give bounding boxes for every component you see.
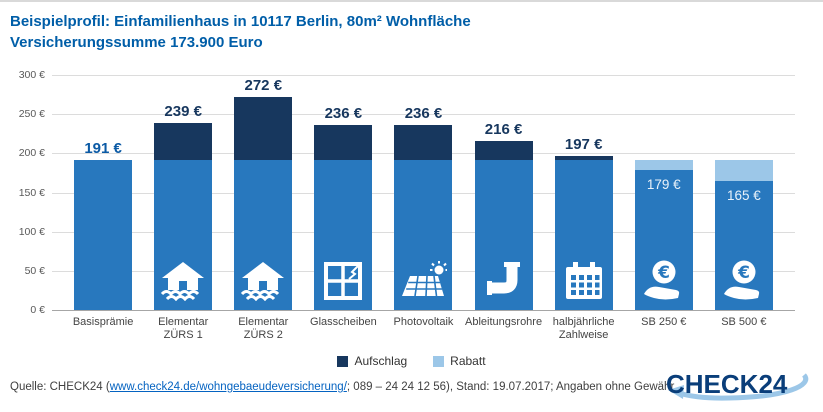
bar-column: 165 € € SB 500 € <box>714 75 773 328</box>
logo-text: CHECK24 <box>666 369 788 399</box>
bar-column: 272 € Elementar ZÜRS 2 <box>234 75 293 341</box>
bar-value-label: 236 € <box>324 105 363 123</box>
y-axis-tick-label: 100 € <box>18 225 45 238</box>
y-axis-tick-label: 200 € <box>18 147 45 160</box>
bar-value-label: 236 € <box>404 105 443 123</box>
surcharge-segment <box>394 125 453 161</box>
bar <box>74 160 133 310</box>
bar <box>314 125 373 310</box>
bar-value-label: 272 € <box>244 76 283 94</box>
gridline <box>52 75 795 76</box>
category-label: Elementar ZÜRS 1 <box>158 316 209 341</box>
bar <box>394 125 453 310</box>
y-axis-tick-label: 250 € <box>18 108 45 121</box>
flood-house-icon <box>240 261 286 302</box>
base-segment <box>634 169 693 310</box>
category-label: Ableitungsrohre <box>465 316 543 328</box>
bar-column: 236 € Photovoltaik <box>394 75 454 328</box>
bar-value-label: 165 € <box>726 187 761 203</box>
y-axis-tick-label: 300 € <box>18 69 45 81</box>
surcharge-segment <box>554 155 613 161</box>
window-crack-icon <box>323 261 363 301</box>
svg-text:€: € <box>737 263 750 283</box>
logo-swoosh-arc <box>678 373 809 401</box>
legend-label: Aufschlag <box>354 354 408 368</box>
euro-hand-icon: € <box>721 259 767 301</box>
logo-swoosh-arrowhead <box>668 385 684 399</box>
y-axis-tick-label: 50 € <box>24 264 45 277</box>
check24-logo-graphic: CHECK24 <box>666 369 809 401</box>
solar-panel-icon <box>399 261 448 301</box>
flood-house-icon <box>160 261 206 302</box>
check24-logo: CHECK24 <box>663 368 813 406</box>
bar <box>154 122 213 310</box>
bar-value-label: 239 € <box>164 102 202 120</box>
bar-column: 216 € Ableitungsrohre <box>465 75 542 328</box>
legend: Aufschlag Rabatt <box>0 354 823 368</box>
bar-chart: 300 € 250 € 200 € 150 € 100 € 50 € 0 € 191 € Ba… <box>19 69 795 341</box>
bar-value-label: 191 € <box>84 140 122 158</box>
chart-title-line1: Beispielprofil: Einfamilienhaus in 10117… <box>10 13 471 30</box>
pipe-icon <box>484 261 524 301</box>
surcharge-segment <box>474 140 533 161</box>
legend-swatch <box>433 355 445 367</box>
calendar-icon <box>564 261 604 301</box>
bar: 179 € € <box>634 160 693 310</box>
source-suffix: ; 089 – 24 24 12 56), Stand: 19.07.2017;… <box>346 381 675 393</box>
category-label: Elementar ZÜRS 2 <box>238 316 289 341</box>
source-prefix: Quelle: CHECK24 ( <box>10 381 110 393</box>
y-axis-tick-label: 150 € <box>18 186 45 199</box>
bar-value-label: 216 € <box>484 120 523 138</box>
chart-title-line2: Versicherungssumme 173.900 Euro <box>10 34 263 51</box>
legend-swatch <box>337 355 349 367</box>
bar <box>554 155 613 310</box>
legend-label: Rabatt <box>450 354 486 368</box>
bar-column: 191 € Basisprämie <box>73 75 134 328</box>
bar-column: 179 € € SB 250 € <box>634 75 693 328</box>
bar-column: 197 € halbjährliche Zahlweise <box>553 75 615 341</box>
bar: 165 € € <box>714 160 773 310</box>
bar <box>474 140 533 310</box>
chart-title: Beispielprofil: Einfamilienhaus in 10117… <box>0 2 823 53</box>
category-label: halbjährliche Zahlweise <box>552 316 615 341</box>
category-label: SB 250 € <box>641 316 687 328</box>
gridline <box>52 114 795 116</box>
source-link[interactable]: www.check24.de/wohngebaeudeversicherung/ <box>109 381 347 393</box>
source-line: Quelle: CHECK24 (www.check24.de/wohngeba… <box>0 381 823 393</box>
svg-text:€: € <box>657 263 670 283</box>
legend-item: Aufschlag <box>337 354 407 368</box>
category-label: SB 500 € <box>721 316 767 328</box>
y-axis-tick-label: 0 € <box>30 304 45 316</box>
category-label: Photovoltaik <box>393 316 454 328</box>
bar-value-label: 197 € <box>564 135 603 153</box>
base-segment <box>74 160 133 310</box>
category-label: Basisprämie <box>72 316 134 328</box>
bar-column: 239 € Elementar ZÜRS 1 <box>154 75 213 341</box>
discount-segment <box>634 160 693 170</box>
surcharge-segment <box>234 96 293 161</box>
discount-segment <box>714 160 773 181</box>
surcharge-segment <box>314 125 373 161</box>
legend-item: Rabatt <box>433 354 486 368</box>
category-label: Glasscheiben <box>310 316 377 328</box>
bars: 191 € Basisprämie 239 € Elementar ZÜRS 1 272 … <box>52 75 795 341</box>
bar <box>234 96 293 310</box>
surcharge-segment <box>154 122 213 161</box>
bar-value-label: 179 € <box>646 176 681 192</box>
gridline <box>52 310 795 311</box>
bar-column: 236 € Glasscheiben <box>310 75 377 328</box>
euro-hand-icon: € <box>641 259 687 301</box>
